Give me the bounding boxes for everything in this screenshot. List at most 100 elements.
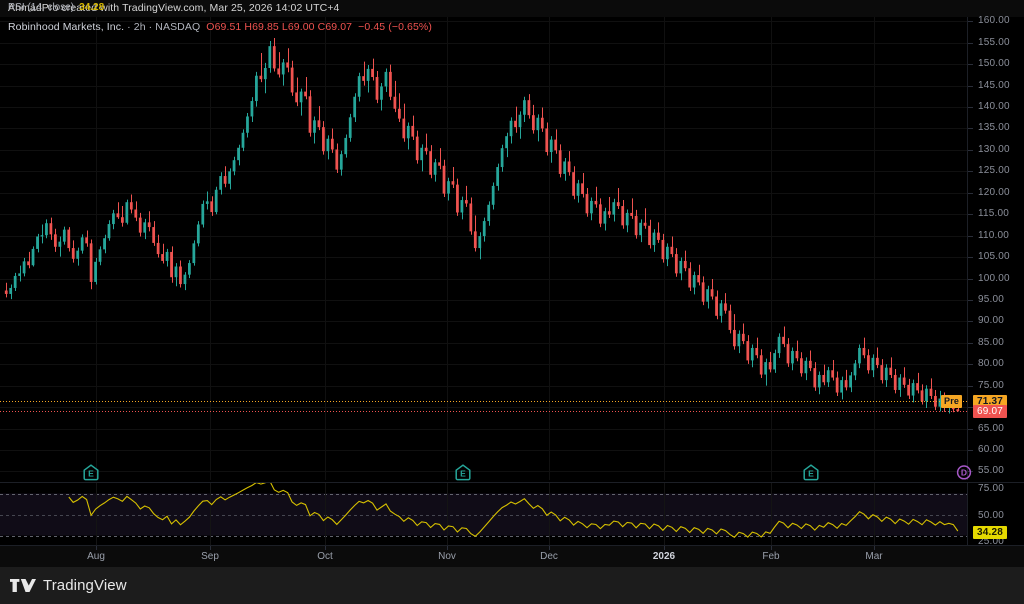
- price-scale-label: 60.00: [978, 443, 1005, 455]
- time-scale-label: Oct: [317, 551, 333, 562]
- price-scale-tick: [968, 429, 973, 430]
- price-scale-tick: [968, 128, 973, 129]
- footer-bar: TradingView: [0, 567, 1024, 604]
- dividend-badge-icon: D: [956, 465, 972, 480]
- time-scale-tick: [96, 546, 97, 550]
- earnings-badge-icon: E: [455, 464, 471, 481]
- time-scale-tick: [210, 546, 211, 550]
- price-scale-label: 115.00: [978, 208, 1010, 220]
- price-scale-label: 145.00: [978, 79, 1010, 91]
- rsi-pane[interactable]: [0, 482, 967, 545]
- attribution-bar: AhmadPro created with TradingView.com, M…: [0, 0, 1024, 17]
- time-scale-tick: [325, 546, 326, 550]
- price-scale-tick: [968, 364, 973, 365]
- legend-low-value: 69.00: [287, 21, 315, 33]
- legend-sep-1: ·: [124, 21, 134, 33]
- price-scale-tick: [968, 386, 973, 387]
- price-scale-label: 55.00: [978, 465, 1005, 477]
- price-scale-label: 150.00: [978, 58, 1010, 70]
- earnings-badge-icon: E: [803, 464, 819, 481]
- price-scale-label: 160.00: [978, 15, 1010, 27]
- price-scale-label: 90.00: [978, 315, 1005, 327]
- legend-exchange: NASDAQ: [155, 21, 201, 33]
- rsi-chart-svg: [0, 483, 967, 545]
- price-scale-tick: [968, 257, 973, 258]
- legend-close-value: 69.07: [325, 21, 353, 33]
- rsi-scale[interactable]: 75.00 50.00 25.00 34.28: [967, 482, 1024, 547]
- legend-low-label: L: [281, 21, 288, 33]
- earnings-marker[interactable]: E: [455, 464, 471, 486]
- rsi-title[interactable]: RSI (14, close): [8, 2, 75, 13]
- rsi-value-badge[interactable]: 34.28: [973, 525, 1008, 539]
- premarket-price-badge[interactable]: 71.37: [973, 394, 1008, 408]
- rsi-current-value: 34.28: [79, 2, 105, 13]
- time-scale-tick: [874, 546, 875, 550]
- rsi-scale-label: 50.00: [978, 509, 1005, 521]
- price-scale-tick: [968, 343, 973, 344]
- price-scale-label: 135.00: [978, 122, 1010, 134]
- rsi-scale-label: 75.00: [978, 483, 1005, 495]
- price-scale-label: 140.00: [978, 101, 1010, 113]
- time-scale-label: Dec: [540, 551, 558, 562]
- tradingview-logo[interactable]: TradingView: [10, 577, 127, 594]
- price-scale-tick: [968, 450, 973, 451]
- legend-interval[interactable]: 2h: [133, 21, 146, 33]
- legend-change: −0.45 (−0.65%): [358, 21, 432, 33]
- price-scale-tick: [968, 64, 973, 65]
- tradingview-wordmark: TradingView: [43, 577, 127, 594]
- svg-text:D: D: [961, 468, 967, 478]
- time-scale[interactable]: Aug Sep Oct Nov Dec 2026 Feb Mar: [0, 545, 1024, 567]
- price-scale-label: 155.00: [978, 36, 1010, 48]
- candlestick-chart-svg: [0, 17, 967, 480]
- legend-high-label: H: [244, 21, 253, 33]
- price-scale-label: 125.00: [978, 165, 1010, 177]
- dividend-marker[interactable]: D: [956, 464, 972, 486]
- price-scale-tick: [968, 107, 973, 108]
- tradingview-mark-icon: [10, 579, 36, 592]
- price-scale-tick: [968, 407, 973, 408]
- price-scale-label: 110.00: [978, 229, 1010, 241]
- price-scale-tick: [968, 21, 973, 22]
- earnings-badge-icon: E: [83, 464, 99, 481]
- price-chart-pane[interactable]: [0, 17, 967, 480]
- price-scale-tick: [968, 171, 973, 172]
- legend-symbol[interactable]: Robinhood Markets, Inc.: [8, 21, 125, 33]
- svg-text:E: E: [88, 468, 94, 478]
- time-scale-label: Aug: [87, 551, 105, 562]
- price-scale-tick: [968, 150, 973, 151]
- time-scale-label: 2026: [652, 551, 676, 562]
- rsi-legend[interactable]: RSI (14, close) 34.28: [8, 2, 104, 13]
- price-scale-tick: [968, 214, 973, 215]
- price-scale-tick: [968, 279, 973, 280]
- time-scale-tick: [447, 546, 448, 550]
- price-scale[interactable]: 160.00 155.00 150.00 145.00 140.00 135.00 130.…: [967, 15, 1024, 480]
- time-scale-label: Mar: [865, 551, 883, 562]
- legend-open-label: O: [206, 21, 215, 33]
- price-scale-tick: [968, 321, 973, 322]
- time-scale-label: Nov: [438, 551, 456, 562]
- time-scale-tick: [771, 546, 772, 550]
- price-scale-label: 105.00: [978, 251, 1010, 263]
- price-scale-label: 85.00: [978, 336, 1005, 348]
- price-scale-tick: [968, 86, 973, 87]
- svg-text:E: E: [808, 468, 814, 478]
- last-price-badge[interactable]: 69.07: [973, 404, 1008, 418]
- earnings-marker[interactable]: E: [803, 464, 819, 486]
- rsi-scale-label: 25.00: [978, 535, 1005, 547]
- time-scale-tick: [664, 546, 665, 550]
- earnings-marker[interactable]: E: [83, 464, 99, 486]
- price-scale-tick: [968, 193, 973, 194]
- price-scale-label: 95.00: [978, 293, 1005, 305]
- price-scale-label: 100.00: [978, 272, 1010, 284]
- price-scale-tick: [968, 236, 973, 237]
- price-scale-tick: [968, 43, 973, 44]
- price-scale-label: 120.00: [978, 186, 1010, 198]
- legend-sep-2: ·: [145, 21, 156, 33]
- chart-legend[interactable]: Robinhood Markets, Inc. · 2h · NASDAQ O6…: [8, 21, 432, 33]
- price-scale-label: 65.00: [978, 422, 1005, 434]
- legend-close-label: C: [317, 21, 326, 33]
- legend-open-value: 69.51: [214, 21, 242, 33]
- price-scale-tick: [968, 300, 973, 301]
- price-scale-label: 80.00: [978, 358, 1005, 370]
